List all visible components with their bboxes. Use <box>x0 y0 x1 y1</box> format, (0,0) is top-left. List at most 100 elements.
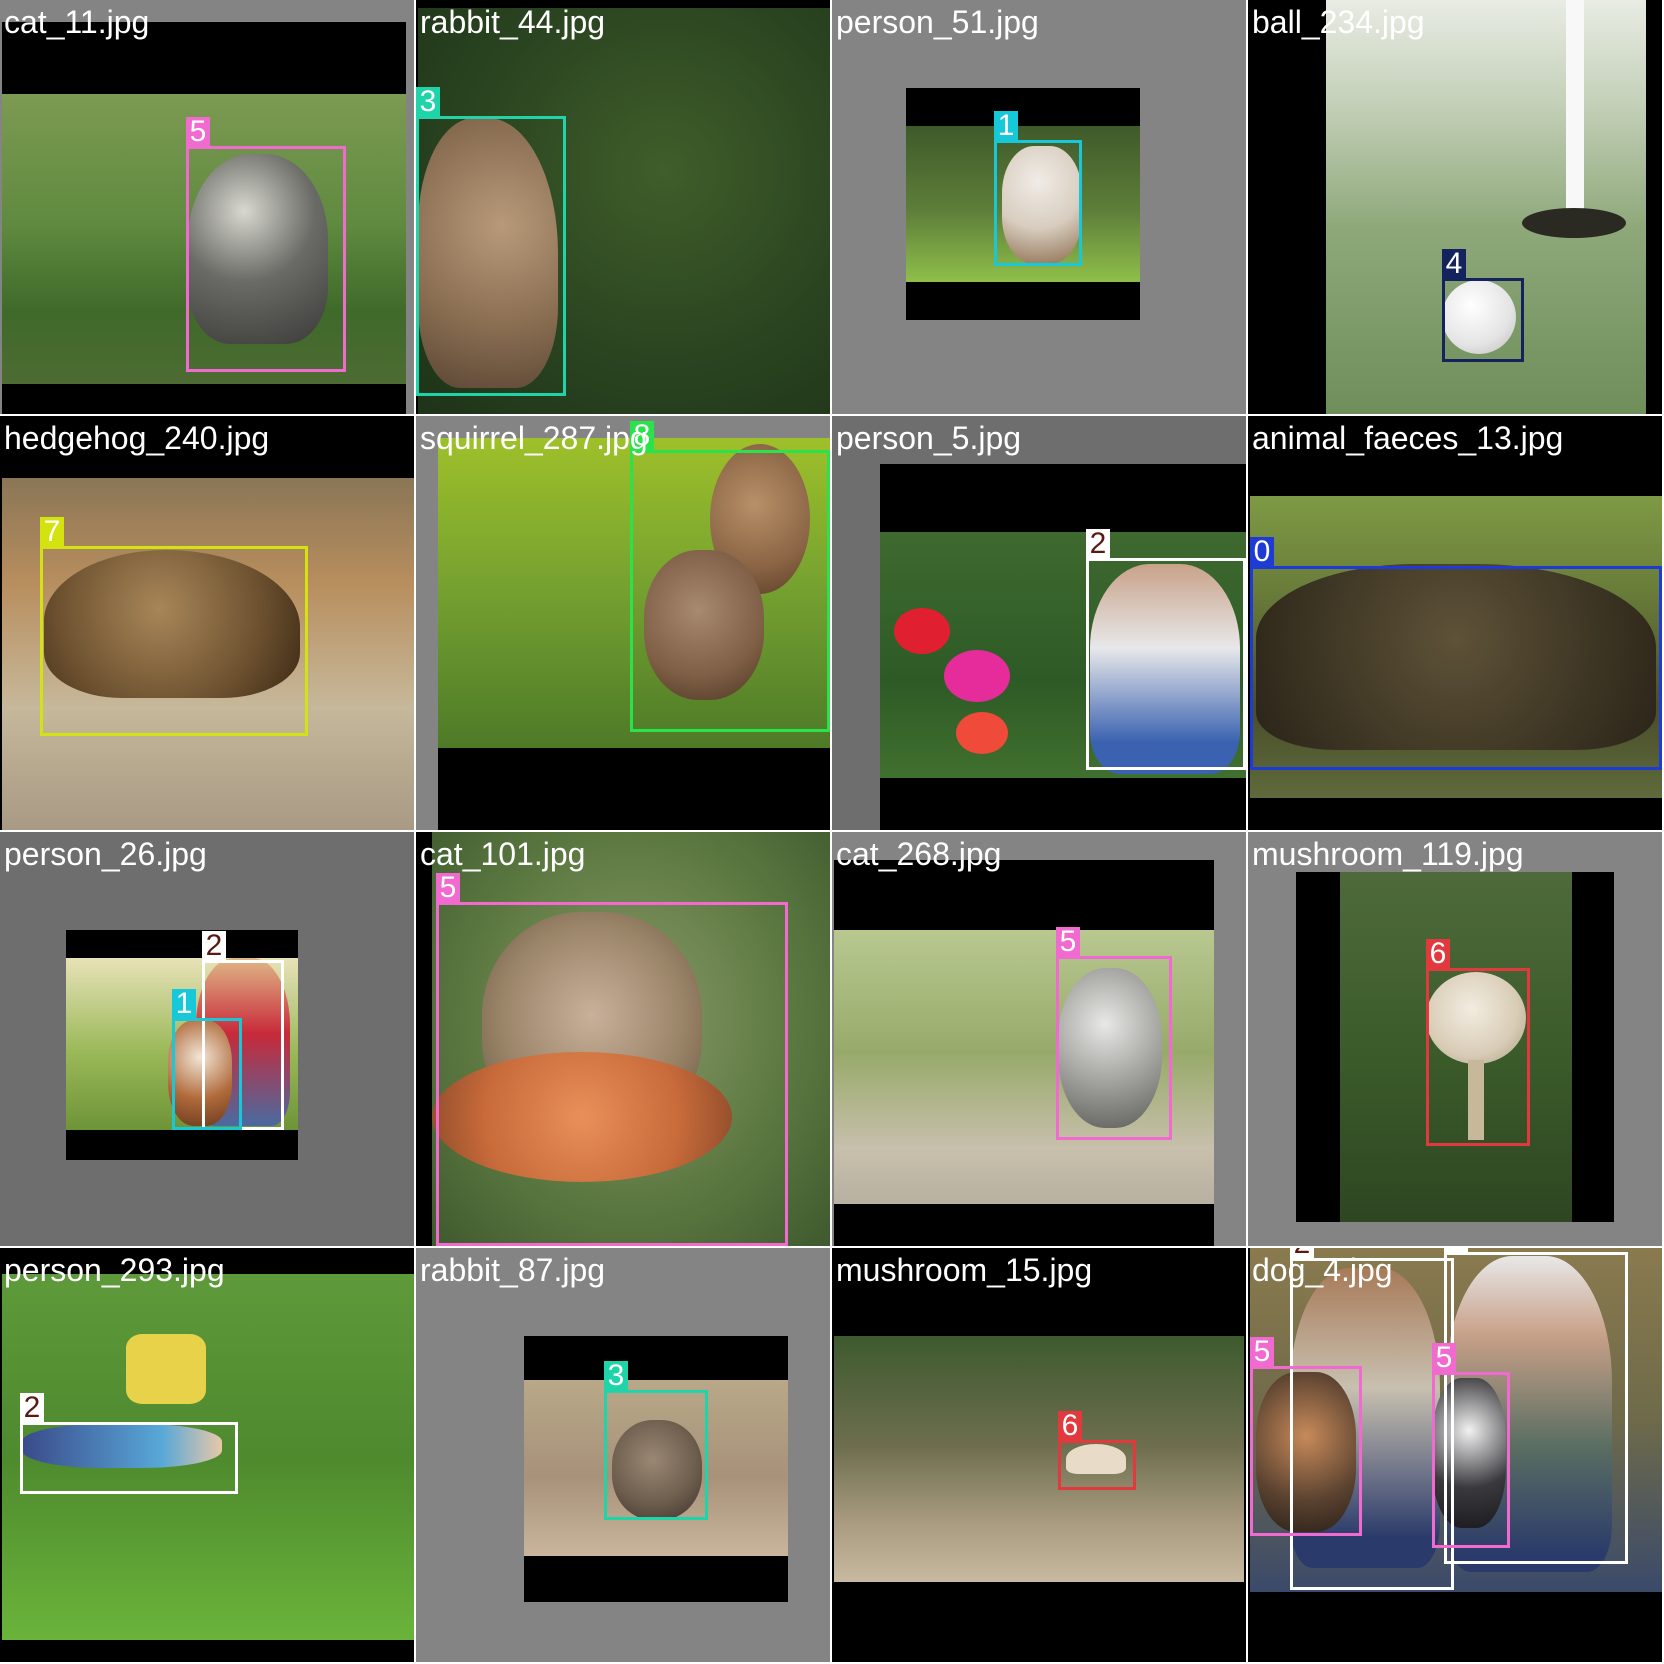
tile-squirrel-287: 8 squirrel_287.jpg <box>416 416 830 830</box>
filename-label: person_51.jpg <box>836 4 1039 40</box>
bbox: 2 <box>1086 529 1246 770</box>
tile-animal-faeces-13: 0 animal_faeces_13.jpg <box>1248 416 1662 830</box>
tile-cat-268: 5 cat_268.jpg <box>832 832 1246 1246</box>
wheelbarrow-shape <box>126 1334 206 1404</box>
bbox: 2 <box>1444 1248 1628 1564</box>
bbox: 1 <box>994 111 1082 266</box>
class-label: 5 <box>1056 927 1080 957</box>
bbox: 4 <box>1442 249 1524 362</box>
photo <box>66 958 298 1130</box>
bbox: 2 <box>1290 1248 1454 1590</box>
flower-shape <box>894 608 950 654</box>
dog-shape <box>1002 146 1082 264</box>
class-label: 0 <box>1250 537 1274 567</box>
class-label: 2 <box>1290 1248 1314 1259</box>
tile-mushroom-15: 6 mushroom_15.jpg <box>832 1248 1246 1662</box>
filename-label: ball_234.jpg <box>1252 4 1425 40</box>
tile-person-26: 2 1 person_26.jpg <box>0 832 414 1246</box>
mushroom-cap-shape <box>1426 972 1526 1064</box>
photo <box>906 126 1140 282</box>
photo <box>2 1274 414 1640</box>
class-label: 3 <box>604 1361 628 1391</box>
class-label: 2 <box>20 1393 44 1423</box>
golf-ball-shape <box>1442 280 1516 354</box>
photo <box>1250 496 1662 798</box>
bbox: 7 <box>40 517 308 736</box>
filename-label: cat_101.jpg <box>420 836 586 872</box>
bbox: 3 <box>416 87 566 396</box>
bbox: 5 <box>186 117 346 372</box>
cat-shape <box>188 154 328 344</box>
tile-rabbit-44: 3 rabbit_44.jpg <box>416 0 830 414</box>
tile-cat-11: 5 cat_11.jpg <box>0 0 414 414</box>
photo <box>1340 872 1572 1222</box>
hedgehog-shape <box>44 550 300 698</box>
bbox: 5 <box>1056 927 1172 1140</box>
photo <box>432 832 830 1246</box>
squirrel-body-shape <box>644 550 764 700</box>
class-label: 5 <box>1432 1343 1456 1373</box>
class-label: 6 <box>1426 939 1450 969</box>
flagpole-shape <box>1566 0 1584 234</box>
filename-label: animal_faeces_13.jpg <box>1252 420 1564 456</box>
mushroom-stem-shape <box>1468 1060 1484 1140</box>
faeces-shape <box>1256 564 1656 750</box>
photo <box>834 930 1214 1204</box>
bbox: 5 <box>1432 1343 1510 1548</box>
class-label: 2 <box>1444 1248 1468 1253</box>
filename-label: person_26.jpg <box>4 836 207 872</box>
flower-shape <box>944 650 1010 702</box>
filename-label: person_293.jpg <box>4 1252 225 1288</box>
class-label: 5 <box>1250 1337 1274 1367</box>
class-label: 3 <box>416 87 440 117</box>
tile-ball-234: 4 ball_234.jpg <box>1248 0 1662 414</box>
class-label: 8 <box>630 421 654 451</box>
tile-cat-101: 5 cat_101.jpg <box>416 832 830 1246</box>
bbox: 6 <box>1058 1411 1136 1490</box>
orange-tail-shape <box>432 1052 732 1182</box>
tile-mushroom-119: 6 mushroom_119.jpg <box>1248 832 1662 1246</box>
class-label: 2 <box>202 931 226 961</box>
class-label: 4 <box>1442 249 1466 279</box>
photo <box>880 532 1246 778</box>
class-label: 1 <box>172 989 196 1019</box>
bbox: 3 <box>604 1361 708 1520</box>
photo <box>834 1336 1244 1582</box>
tile-person-5: 2 person_5.jpg <box>832 416 1246 830</box>
flower-shape <box>956 712 1008 754</box>
photo <box>1326 0 1646 414</box>
photo <box>438 438 830 748</box>
bbox: 1 <box>172 989 242 1130</box>
bbox: 5 <box>1250 1337 1362 1536</box>
bbox: 2 <box>202 931 284 1130</box>
bbox: 0 <box>1250 537 1662 770</box>
photo <box>418 8 830 414</box>
filename-label: cat_268.jpg <box>836 836 1002 872</box>
filename-label: mushroom_15.jpg <box>836 1252 1093 1288</box>
child-shape <box>1090 564 1240 774</box>
bbox: 2 <box>20 1393 238 1494</box>
tile-dog-4: 2 2 5 5 dog_4.jpg <box>1248 1248 1662 1662</box>
filename-label: dog_4.jpg <box>1252 1252 1393 1288</box>
photo <box>524 1380 788 1556</box>
tile-person-293: 2 person_293.jpg <box>0 1248 414 1662</box>
filename-label: rabbit_87.jpg <box>420 1252 606 1288</box>
tile-person-51: 1 person_51.jpg <box>832 0 1246 414</box>
class-label: 6 <box>1058 1411 1082 1441</box>
hole-shape <box>1522 208 1626 238</box>
filename-label: person_5.jpg <box>836 420 1022 456</box>
class-label: 1 <box>994 111 1018 141</box>
class-label: 2 <box>1086 529 1110 559</box>
filename-label: hedgehog_240.jpg <box>4 420 270 456</box>
dog-shape <box>168 1020 232 1126</box>
tile-rabbit-87: 3 rabbit_87.jpg <box>416 1248 830 1662</box>
person-shape <box>22 1424 222 1468</box>
filename-label: cat_11.jpg <box>4 4 150 40</box>
kitten-shape <box>1058 968 1162 1128</box>
bbox: 6 <box>1426 939 1530 1146</box>
bbox: 8 <box>630 421 830 732</box>
rabbit-shape <box>612 1420 702 1520</box>
filename-label: squirrel_287.jpg <box>420 420 648 456</box>
cat-shape <box>1256 1372 1356 1532</box>
